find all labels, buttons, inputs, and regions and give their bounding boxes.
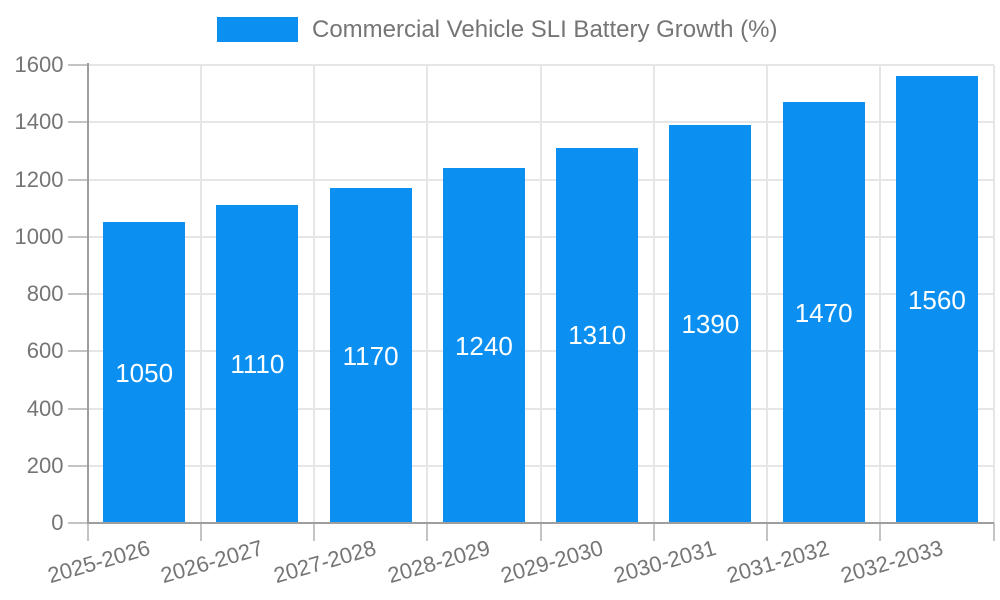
bar-value-label: 1240 — [454, 330, 513, 361]
y-tick-label: 0 — [51, 510, 64, 535]
bar: 1240 — [442, 168, 525, 523]
x-tick-mark — [199, 523, 202, 541]
bar: 1470 — [782, 102, 865, 523]
y-tick-label: 800 — [26, 281, 64, 306]
bar-value-label: 1110 — [230, 349, 285, 380]
y-tick-label: 1000 — [14, 223, 64, 249]
x-tick-mark — [426, 523, 429, 541]
bar: 1170 — [329, 188, 412, 523]
gridline-vertical — [199, 65, 202, 523]
y-tick-label: 400 — [26, 395, 64, 421]
y-tick-mark — [67, 178, 88, 181]
gridline-vertical — [539, 65, 542, 523]
y-tick-label: 200 — [26, 452, 64, 478]
y-tick-mark — [67, 407, 88, 410]
y-axis-line — [86, 63, 89, 524]
y-tick-mark — [67, 235, 88, 238]
y-tick-label: 1600 — [14, 52, 64, 77]
x-tick-label: 2030-2031 — [610, 535, 719, 589]
bar: 1560 — [895, 76, 978, 523]
x-tick-mark — [992, 523, 995, 541]
x-tick-label: 2026-2027 — [157, 535, 266, 589]
bar-value-label: 1310 — [568, 320, 627, 351]
legend: Commercial Vehicle SLI Battery Growth (%… — [217, 16, 777, 43]
bar-value-label: 1470 — [794, 297, 853, 328]
gridline-vertical — [313, 65, 315, 523]
legend-swatch — [217, 17, 298, 42]
y-tick-mark — [67, 64, 88, 66]
y-tick-mark — [67, 350, 88, 353]
x-tick-label: 2032-2033 — [837, 535, 946, 589]
bar: 1310 — [556, 148, 639, 523]
y-tick-mark — [67, 522, 88, 524]
x-tick-mark — [539, 523, 542, 541]
x-tick-label: 2025-2026 — [44, 535, 153, 589]
y-tick-label: 600 — [26, 338, 64, 364]
gridline-vertical — [992, 65, 995, 523]
gridline-vertical — [652, 65, 655, 523]
bar: 1110 — [216, 205, 299, 523]
gridline-vertical — [879, 65, 882, 523]
x-axis-line — [86, 522, 994, 524]
x-tick-mark — [879, 523, 882, 541]
y-tick-label: 1400 — [14, 109, 64, 135]
bar-value-label: 1560 — [907, 284, 966, 315]
x-tick-label: 2028-2029 — [384, 535, 493, 589]
y-tick-mark — [67, 293, 88, 295]
bar: 1050 — [103, 222, 186, 523]
y-tick-mark — [67, 121, 88, 124]
chart-title: Commercial Vehicle SLI Battery Growth (%… — [312, 16, 778, 43]
x-tick-label: 2027-2028 — [271, 535, 380, 589]
bar-value-label: 1050 — [115, 357, 174, 388]
x-tick-mark — [313, 523, 315, 541]
x-tick-mark — [652, 523, 655, 541]
x-tick-label: 2029-2030 — [497, 535, 606, 589]
x-tick-label: 2031-2032 — [724, 535, 833, 589]
gridline-vertical — [766, 65, 768, 523]
x-tick-mark — [86, 523, 89, 541]
bar-value-label: 1170 — [342, 340, 399, 371]
bar-value-label: 1390 — [681, 309, 740, 340]
bar: 1390 — [669, 125, 752, 523]
gridline-vertical — [426, 65, 429, 523]
y-tick-mark — [67, 464, 88, 467]
y-tick-label: 1200 — [14, 166, 64, 192]
x-tick-mark — [766, 523, 768, 541]
